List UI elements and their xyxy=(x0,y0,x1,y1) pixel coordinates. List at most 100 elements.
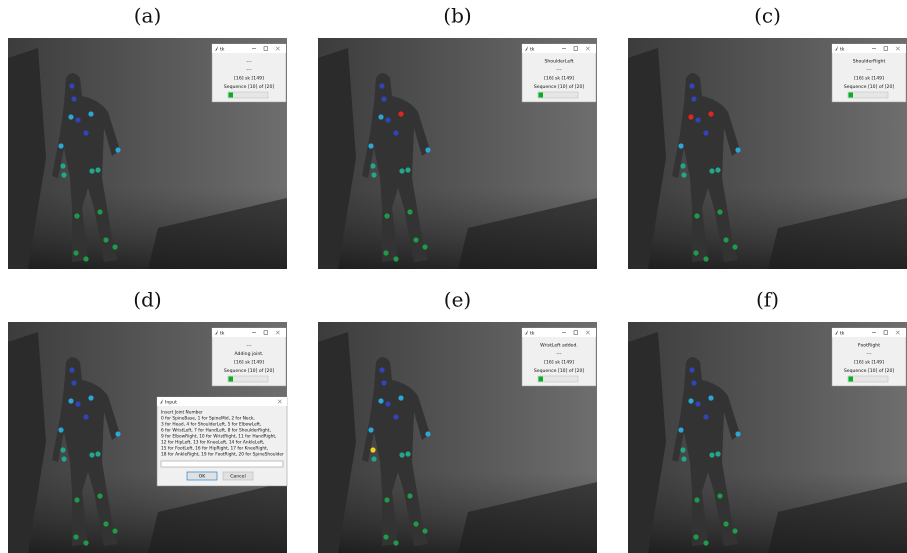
joint xyxy=(717,493,722,498)
joint xyxy=(88,111,93,116)
joint xyxy=(61,456,66,461)
joint xyxy=(83,414,88,419)
joint xyxy=(732,528,737,533)
joint xyxy=(73,250,78,255)
joint xyxy=(398,111,403,116)
window-status: FootRight xyxy=(858,343,880,349)
prompt-line: 9 for ElbowRight, 10 for WristRight, 11 … xyxy=(161,434,276,440)
joint xyxy=(97,209,102,214)
window-title: tk xyxy=(530,330,535,336)
joint xyxy=(393,130,398,135)
progress-bar xyxy=(848,376,888,382)
joint xyxy=(393,414,398,419)
window-message: --- xyxy=(867,68,872,73)
joint xyxy=(71,380,76,385)
progress-bar xyxy=(228,376,268,382)
joint xyxy=(368,427,373,432)
joint xyxy=(371,456,376,461)
joint xyxy=(703,256,708,261)
joint xyxy=(381,380,386,385)
joint xyxy=(112,528,117,533)
joint xyxy=(115,431,120,436)
window-counter: [16] sk [149] xyxy=(854,360,884,366)
joint xyxy=(399,452,404,457)
window-counter: [16] sk [149] xyxy=(234,76,264,82)
prompt-line: 12 for HipLeft, 13 for KneeLeft, 14 for … xyxy=(161,440,264,446)
figure: (a) tk --- --- [16] sk [149] Sequence [10] of… xyxy=(0,0,907,553)
window-message: --- xyxy=(557,68,562,73)
joint xyxy=(689,83,694,88)
panel-label: (b) xyxy=(443,4,471,28)
prompt-line: 18 for AnkleRight, 19 for FootRight, 20 … xyxy=(161,452,284,458)
window-message: --- xyxy=(557,352,562,357)
panel-label: (d) xyxy=(133,288,161,312)
joint xyxy=(422,244,427,249)
joint xyxy=(681,456,686,461)
window-title: tk xyxy=(840,46,845,52)
progress-bar xyxy=(538,92,578,98)
window-title: tk xyxy=(530,46,535,52)
joint xyxy=(422,528,427,533)
joint xyxy=(384,213,389,218)
progress-bar xyxy=(228,92,268,98)
window-sequence: Sequence [10] of [20] xyxy=(844,368,895,374)
joint xyxy=(68,398,73,403)
joint xyxy=(385,117,390,122)
prompt-line: 6 for WristLeft, 7 for HandLeft, 8 for S… xyxy=(161,428,271,434)
joint xyxy=(379,83,384,88)
prompt-line: 3 for Head, 4 for ShoulderLeft, 5 for El… xyxy=(161,422,261,428)
joint xyxy=(371,172,376,177)
joint xyxy=(95,167,100,172)
panel: tkFootRight---[16] sk [149]Sequence [10]… xyxy=(628,322,907,553)
progress-fill xyxy=(229,93,234,98)
joint xyxy=(58,427,63,432)
joint xyxy=(695,401,700,406)
panel-label: (a) xyxy=(134,4,162,28)
progress-fill xyxy=(539,93,544,98)
progress-fill xyxy=(539,377,544,382)
window-title: tk xyxy=(220,46,225,52)
joint xyxy=(708,395,713,400)
window-status: --- xyxy=(247,344,252,349)
joint xyxy=(715,167,720,172)
dialog-title: Input xyxy=(165,399,177,405)
window-status: WristLeft added. xyxy=(540,343,578,349)
prompt-line: Insert Joint Number xyxy=(161,410,203,416)
joint xyxy=(58,143,63,148)
joint xyxy=(709,168,714,173)
joint xyxy=(695,117,700,122)
joint xyxy=(60,163,65,168)
joint xyxy=(425,431,430,436)
joint xyxy=(69,367,74,372)
joint xyxy=(691,96,696,101)
joint xyxy=(97,493,102,498)
input-field[interactable] xyxy=(161,461,283,467)
joint xyxy=(383,534,388,539)
joint xyxy=(407,209,412,214)
prompt-line: 0 for SpineBase, 1 for SpineMid, 2 for N… xyxy=(161,416,255,422)
joint xyxy=(703,540,708,545)
joint xyxy=(75,401,80,406)
window-status: ShoulderRight xyxy=(853,59,886,65)
window-title: tk xyxy=(220,330,225,336)
window-status: ShoulderLeft xyxy=(544,59,573,65)
joint xyxy=(393,540,398,545)
joint xyxy=(413,237,418,242)
joint xyxy=(385,401,390,406)
joint xyxy=(398,395,403,400)
page: (a) tk --- --- [16] sk [149] Sequence [10] of… xyxy=(0,0,907,553)
joint xyxy=(384,497,389,502)
window-message: --- xyxy=(247,68,252,73)
joint xyxy=(88,395,93,400)
joint xyxy=(691,380,696,385)
joint xyxy=(95,451,100,456)
joint xyxy=(103,521,108,526)
progress-fill xyxy=(849,93,854,98)
panel: tk---Adding joint.[16] sk [149]Sequence … xyxy=(8,322,287,553)
progress-fill xyxy=(229,377,234,382)
tk-window: tkWristLeft added.---[16] sk [149]Sequen… xyxy=(522,328,596,386)
cancel-label: Cancel xyxy=(230,474,246,480)
joint xyxy=(717,209,722,214)
joint xyxy=(735,147,740,152)
